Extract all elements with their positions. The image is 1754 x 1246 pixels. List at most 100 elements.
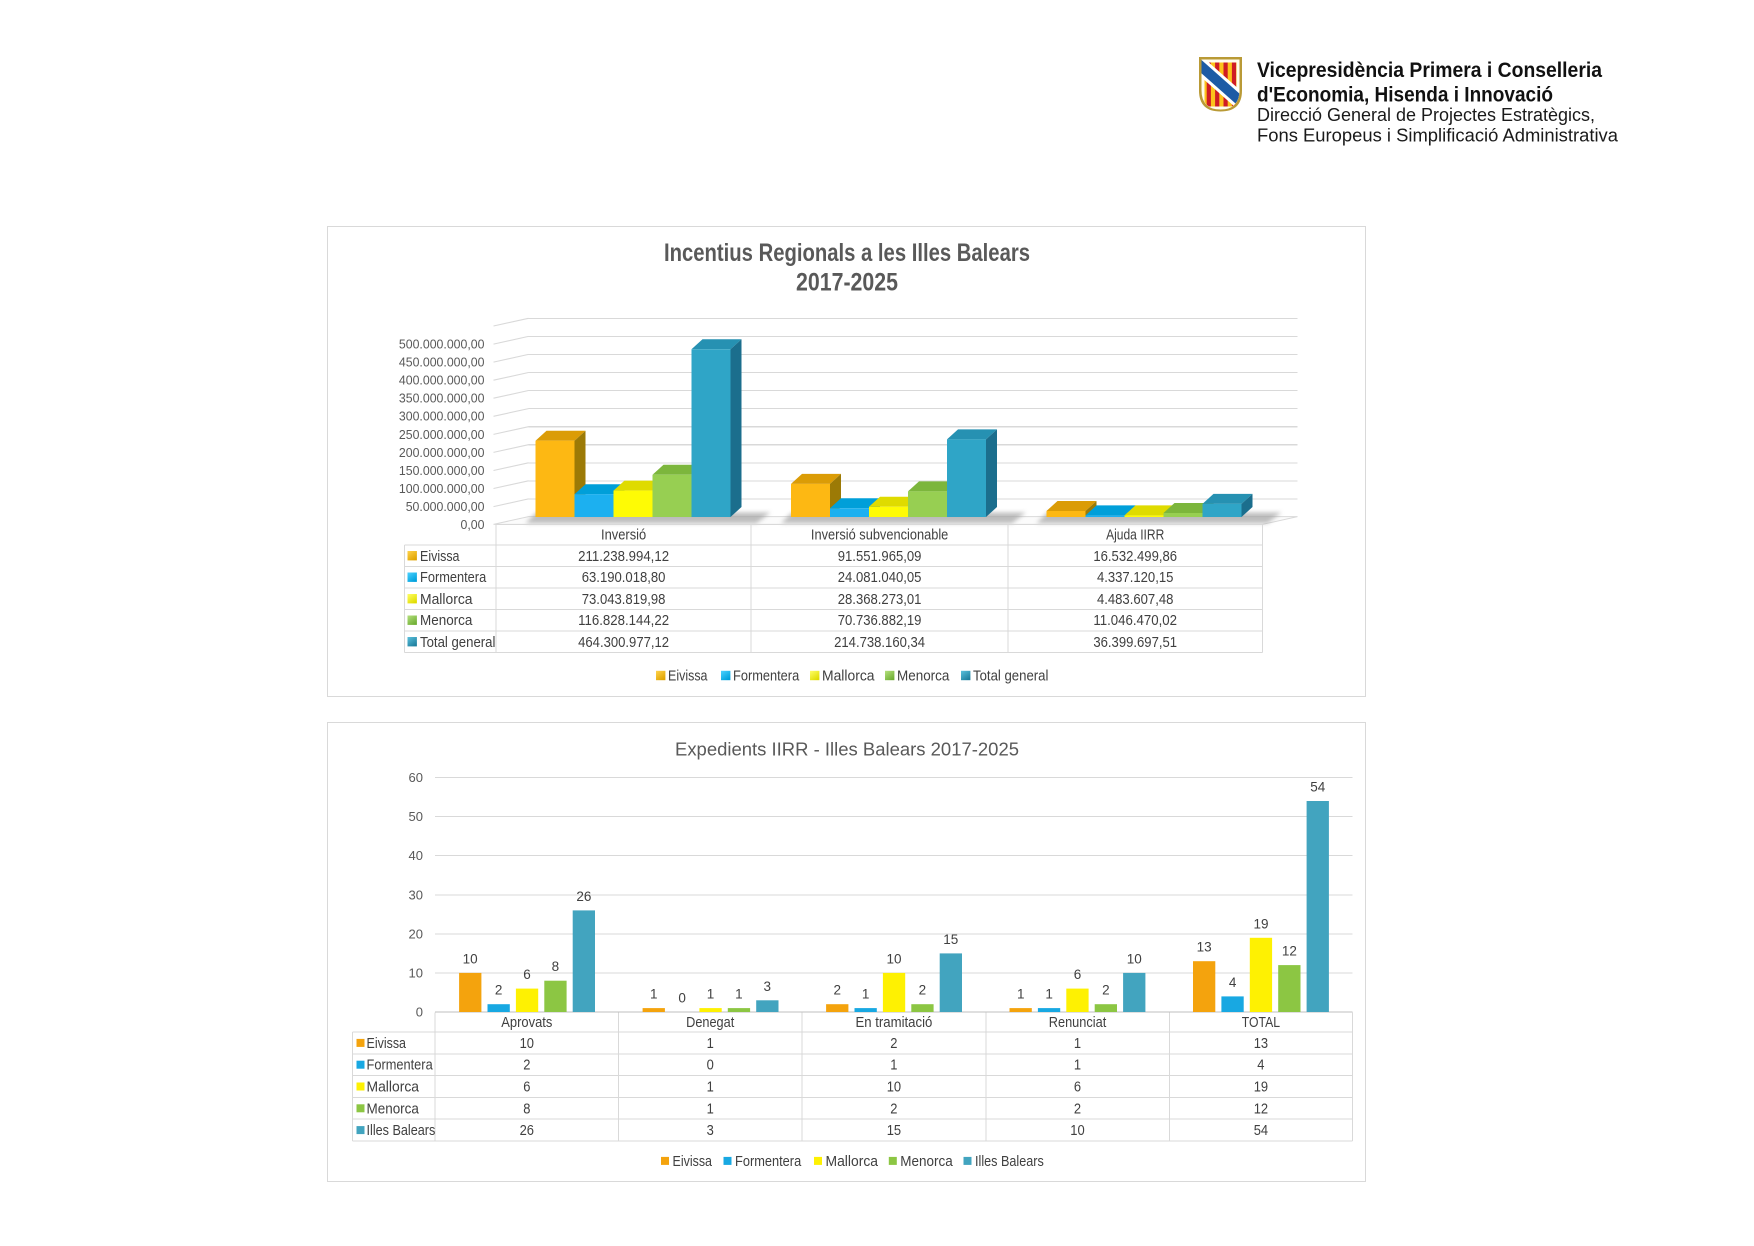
svg-text:6: 6: [523, 1080, 530, 1096]
svg-text:2: 2: [1074, 1101, 1081, 1117]
svg-text:Eivissa: Eivissa: [367, 1036, 407, 1052]
svg-text:8: 8: [523, 1101, 530, 1117]
svg-text:En tramitació: En tramitació: [855, 1015, 932, 1031]
svg-text:Illes Balears: Illes Balears: [367, 1123, 436, 1139]
svg-text:Formentera: Formentera: [735, 1154, 802, 1170]
svg-text:8: 8: [552, 959, 560, 974]
svg-text:4.337.120,15: 4.337.120,15: [1097, 570, 1174, 586]
svg-text:3: 3: [707, 1123, 714, 1139]
svg-text:2: 2: [890, 1036, 897, 1052]
svg-text:Incentius Regionals a les Ille: Incentius Regionals a les Illes Balears: [664, 239, 1030, 267]
svg-text:10: 10: [520, 1036, 534, 1052]
svg-text:Illes Balears: Illes Balears: [975, 1154, 1044, 1170]
svg-text:0,00: 0,00: [461, 517, 485, 532]
svg-text:1: 1: [890, 1058, 897, 1074]
svg-text:Menorca: Menorca: [367, 1101, 420, 1117]
svg-text:0: 0: [678, 991, 686, 1006]
svg-text:350.000.000,00: 350.000.000,00: [399, 391, 485, 406]
svg-text:Formentera: Formentera: [733, 669, 800, 685]
svg-text:13: 13: [1197, 940, 1212, 955]
svg-text:250.000.000,00: 250.000.000,00: [399, 427, 485, 442]
svg-text:TOTAL: TOTAL: [1242, 1015, 1280, 1031]
svg-text:d'Economia, Hisenda i Innovaci: d'Economia, Hisenda i Innovació: [1257, 84, 1553, 107]
svg-text:Mallorca: Mallorca: [367, 1080, 420, 1096]
svg-text:Mallorca: Mallorca: [420, 592, 473, 608]
svg-text:1: 1: [707, 987, 715, 1002]
svg-text:26: 26: [576, 889, 591, 904]
svg-text:Formentera: Formentera: [420, 570, 487, 586]
svg-text:200.000.000,00: 200.000.000,00: [399, 445, 485, 460]
svg-text:Total general: Total general: [973, 669, 1048, 685]
svg-text:3: 3: [764, 979, 772, 994]
svg-text:54: 54: [1254, 1123, 1268, 1139]
svg-text:2: 2: [495, 983, 503, 998]
svg-text:Ajuda IIRR: Ajuda IIRR: [1106, 528, 1164, 544]
svg-text:Denegat: Denegat: [686, 1015, 734, 1031]
svg-text:Eivissa: Eivissa: [420, 549, 460, 565]
svg-text:1: 1: [650, 987, 658, 1002]
svg-text:500.000.000,00: 500.000.000,00: [399, 337, 485, 352]
svg-text:4: 4: [1229, 975, 1237, 990]
svg-text:2: 2: [1102, 983, 1110, 998]
svg-text:Total general: Total general: [420, 635, 495, 651]
svg-text:6: 6: [1074, 967, 1082, 982]
svg-text:54: 54: [1310, 780, 1326, 795]
svg-text:150.000.000,00: 150.000.000,00: [399, 463, 485, 478]
svg-text:1: 1: [707, 1036, 714, 1052]
svg-text:12: 12: [1254, 1101, 1268, 1117]
svg-text:10: 10: [1070, 1123, 1084, 1139]
svg-text:15: 15: [943, 932, 958, 947]
svg-text:2: 2: [890, 1101, 897, 1117]
svg-text:Renunciat: Renunciat: [1049, 1015, 1107, 1031]
svg-text:11.046.470,02: 11.046.470,02: [1093, 613, 1177, 629]
svg-text:0: 0: [416, 1005, 423, 1020]
svg-text:40: 40: [409, 848, 423, 863]
svg-text:24.081.040,05: 24.081.040,05: [838, 570, 922, 586]
svg-text:1: 1: [1045, 987, 1053, 1002]
svg-text:Menorca: Menorca: [420, 613, 473, 629]
svg-text:Eivissa: Eivissa: [668, 669, 708, 685]
svg-text:6: 6: [523, 967, 531, 982]
svg-text:Formentera: Formentera: [367, 1058, 434, 1074]
svg-text:0: 0: [707, 1058, 714, 1074]
svg-text:Menorca: Menorca: [897, 669, 950, 685]
svg-text:464.300.977,12: 464.300.977,12: [578, 635, 669, 651]
svg-text:300.000.000,00: 300.000.000,00: [399, 409, 485, 424]
svg-text:10: 10: [409, 965, 423, 980]
svg-text:10: 10: [887, 1080, 901, 1096]
svg-text:1: 1: [707, 1101, 714, 1117]
svg-text:19: 19: [1253, 916, 1268, 931]
svg-text:116.828.144,22: 116.828.144,22: [578, 613, 669, 629]
svg-text:36.399.697,51: 36.399.697,51: [1093, 635, 1177, 651]
svg-text:30: 30: [409, 887, 423, 902]
svg-text:Inversió subvencionable: Inversió subvencionable: [811, 528, 948, 544]
svg-text:Inversió: Inversió: [601, 528, 646, 544]
svg-text:1: 1: [1017, 987, 1025, 1002]
svg-text:2: 2: [833, 983, 841, 998]
svg-text:16.532.499,86: 16.532.499,86: [1093, 549, 1177, 565]
svg-text:10: 10: [1127, 951, 1142, 966]
svg-text:2: 2: [523, 1058, 530, 1074]
svg-text:6: 6: [1074, 1080, 1081, 1096]
svg-text:100.000.000,00: 100.000.000,00: [399, 481, 485, 496]
svg-text:20: 20: [409, 926, 423, 941]
svg-text:1: 1: [707, 1080, 714, 1096]
svg-text:91.551.965,09: 91.551.965,09: [838, 549, 922, 565]
svg-text:10: 10: [886, 951, 901, 966]
svg-text:13: 13: [1254, 1036, 1268, 1052]
svg-text:400.000.000,00: 400.000.000,00: [399, 373, 485, 388]
svg-text:4: 4: [1257, 1058, 1264, 1074]
svg-text:1: 1: [862, 987, 870, 1002]
svg-text:73.043.819,98: 73.043.819,98: [582, 592, 666, 608]
svg-text:12: 12: [1282, 944, 1297, 959]
svg-text:Direcció General de Projectes: Direcció General de Projectes Estratègic…: [1257, 105, 1595, 125]
svg-text:10: 10: [463, 951, 478, 966]
svg-text:1: 1: [735, 987, 743, 1002]
svg-text:214.738.160,34: 214.738.160,34: [834, 635, 925, 651]
svg-text:1: 1: [1074, 1058, 1081, 1074]
svg-text:4.483.607,48: 4.483.607,48: [1097, 592, 1174, 608]
svg-text:Fons Europeus i Simplificació: Fons Europeus i Simplificació Administra…: [1257, 126, 1619, 146]
svg-text:2: 2: [919, 983, 927, 998]
svg-text:70.736.882,19: 70.736.882,19: [838, 613, 922, 629]
svg-text:50.000.000,00: 50.000.000,00: [406, 499, 485, 514]
